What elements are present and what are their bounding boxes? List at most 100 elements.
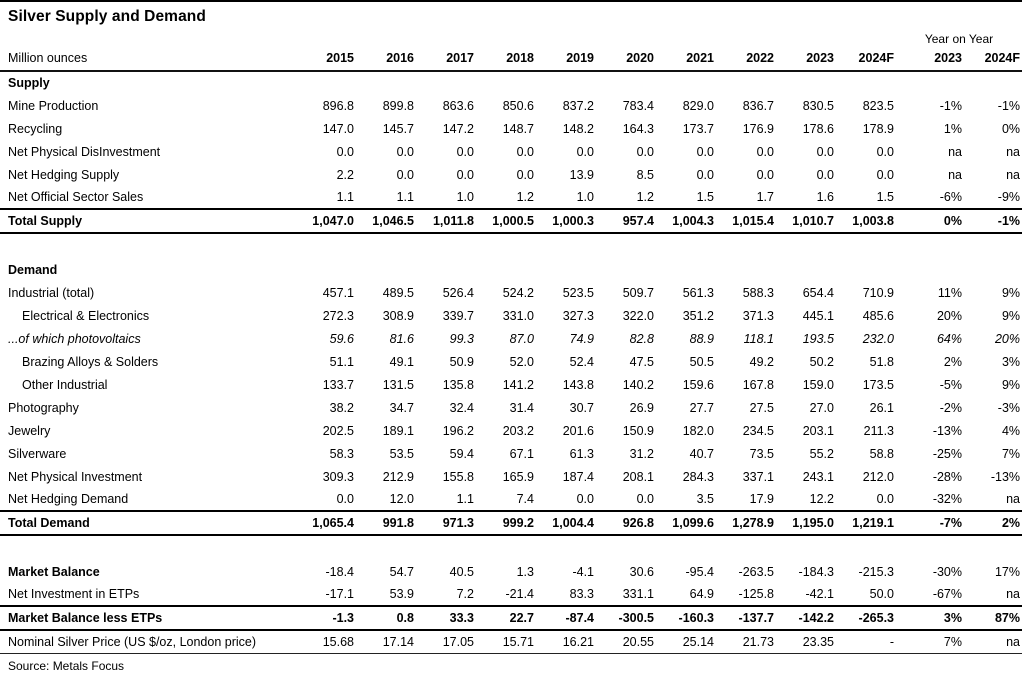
value-cell: 145.7 xyxy=(382,121,414,136)
value-cell: 1.5 xyxy=(876,190,894,204)
value-cell: 1.7 xyxy=(756,190,774,204)
row-label: ...of which photovoltaics xyxy=(8,331,141,346)
value-cell: 0.0 xyxy=(396,144,414,159)
value-cell: 863.6 xyxy=(442,98,474,113)
value-cell: 51.1 xyxy=(329,354,354,369)
value-cell: 34.7 xyxy=(389,400,414,415)
value-cell: 1,046.5 xyxy=(356,208,416,234)
table-row: Net Official Sector Sales 1.1 1.1 1.0 1.2 1.0… xyxy=(0,186,1022,209)
value-cell: -215.3 xyxy=(858,564,894,579)
value-cell: 159.6 xyxy=(682,377,714,392)
value-cell: 73.5 xyxy=(749,446,774,461)
value-cell: 212.9 xyxy=(382,469,414,484)
value-cell: 16.21 xyxy=(536,630,596,654)
value-cell: 3.5 xyxy=(696,492,714,506)
value-cell: 1% xyxy=(943,121,962,136)
year-column-header: 2019 xyxy=(536,47,596,72)
value-cell: 135.8 xyxy=(442,377,474,392)
value-cell: 309.3 xyxy=(322,469,354,484)
value-cell: 8.5 xyxy=(636,167,654,182)
table-header-row: Million ounces 2015 2016 2017 2018 2019 2020 2… xyxy=(0,47,1022,72)
value-cell: 15.71 xyxy=(476,630,536,654)
value-cell: 232.0 xyxy=(862,331,894,346)
value-cell: 47.5 xyxy=(629,354,654,369)
table-row: Silverware 58.3 53.5 59.4 67.1 61.3 31.2 40.7 73… xyxy=(0,442,1022,465)
value-cell: 1,278.9 xyxy=(716,510,776,536)
value-cell: 830.5 xyxy=(802,98,834,113)
value-cell: 64.9 xyxy=(689,587,714,601)
spacer-cell xyxy=(0,27,896,47)
row-label: Silverware xyxy=(8,446,67,461)
value-cell: -7% xyxy=(896,510,964,536)
row-label: Net Hedging Demand xyxy=(8,492,129,506)
year-column-header: 2024F xyxy=(836,47,896,72)
value-cell: 9% xyxy=(1001,377,1021,392)
value-cell: 0.0 xyxy=(876,144,894,159)
value-cell: 81.6 xyxy=(389,331,414,346)
row-label: Photography xyxy=(8,400,79,415)
value-cell: 0.0 xyxy=(636,144,654,159)
value-cell: 167.8 xyxy=(742,377,774,392)
value-cell: -32% xyxy=(932,492,962,506)
value-cell: 0.0 xyxy=(576,492,594,506)
value-cell: 203.1 xyxy=(802,423,834,438)
year-on-year-label: Year on Year xyxy=(924,32,994,46)
section-header-row: Supply xyxy=(0,71,1022,94)
value-cell: 0.0 xyxy=(516,167,534,182)
value-cell: 165.9 xyxy=(502,469,534,484)
value-cell: 0.0 xyxy=(516,144,534,159)
value-cell: 99.3 xyxy=(449,331,474,346)
value-cell: 1,219.1 xyxy=(836,510,896,536)
value-cell: -9% xyxy=(997,190,1021,204)
value-cell: 147.2 xyxy=(442,121,474,136)
value-cell: 2% xyxy=(964,510,1022,536)
value-cell: na xyxy=(948,144,962,159)
value-cell: 710.9 xyxy=(862,285,894,300)
value-cell: 51.8 xyxy=(869,354,894,369)
value-cell: 1.2 xyxy=(516,190,534,204)
value-cell: 176.9 xyxy=(742,121,774,136)
value-cell: 182.0 xyxy=(682,423,714,438)
value-cell: 1.5 xyxy=(696,190,714,204)
value-cell: 173.5 xyxy=(862,377,894,392)
value-cell: -87.4 xyxy=(536,605,596,631)
value-cell: 27.0 xyxy=(809,400,834,415)
value-cell: 64% xyxy=(936,331,962,346)
value-cell: 351.2 xyxy=(682,308,714,323)
value-cell: 0.0 xyxy=(756,167,774,182)
value-cell: 189.1 xyxy=(382,423,414,438)
value-cell: 0.0 xyxy=(396,167,414,182)
value-cell: 526.4 xyxy=(442,285,474,300)
value-cell: 489.5 xyxy=(382,285,414,300)
value-cell: -13% xyxy=(990,469,1021,484)
value-cell: 83.3 xyxy=(569,587,594,601)
value-cell: 52.0 xyxy=(509,354,534,369)
value-cell: 143.8 xyxy=(562,377,594,392)
value-cell: na xyxy=(1006,144,1021,159)
row-label: Recycling xyxy=(8,121,63,136)
value-cell: 2.2 xyxy=(336,167,354,182)
value-cell: 20.55 xyxy=(596,630,656,654)
value-cell: 202.5 xyxy=(322,423,354,438)
value-cell: na xyxy=(964,630,1022,654)
section-header-row: Demand xyxy=(0,258,1022,281)
value-cell: -21.4 xyxy=(505,587,535,601)
value-cell: 212.0 xyxy=(862,469,894,484)
unit-label: Million ounces xyxy=(0,47,296,72)
value-cell: 457.1 xyxy=(322,285,354,300)
year-column-header: 2020 xyxy=(596,47,656,72)
value-cell: 31.4 xyxy=(509,400,534,415)
value-cell: -42.1 xyxy=(805,587,835,601)
value-cell: 0.0 xyxy=(876,167,894,182)
value-cell: 331.1 xyxy=(622,587,654,601)
row-label: Net Physical DisInvestment xyxy=(8,144,161,159)
value-cell: 201.6 xyxy=(562,423,594,438)
value-cell: 1,065.4 xyxy=(296,510,356,536)
row-label: Jewelry xyxy=(8,423,51,438)
year-column-header: 2016 xyxy=(356,47,416,72)
value-cell: 1.6 xyxy=(816,190,834,204)
value-cell: 1.1 xyxy=(456,492,474,506)
year-column-header: 2024F xyxy=(964,47,1022,72)
value-cell: 7.4 xyxy=(516,492,534,506)
value-cell: 17.05 xyxy=(416,630,476,654)
